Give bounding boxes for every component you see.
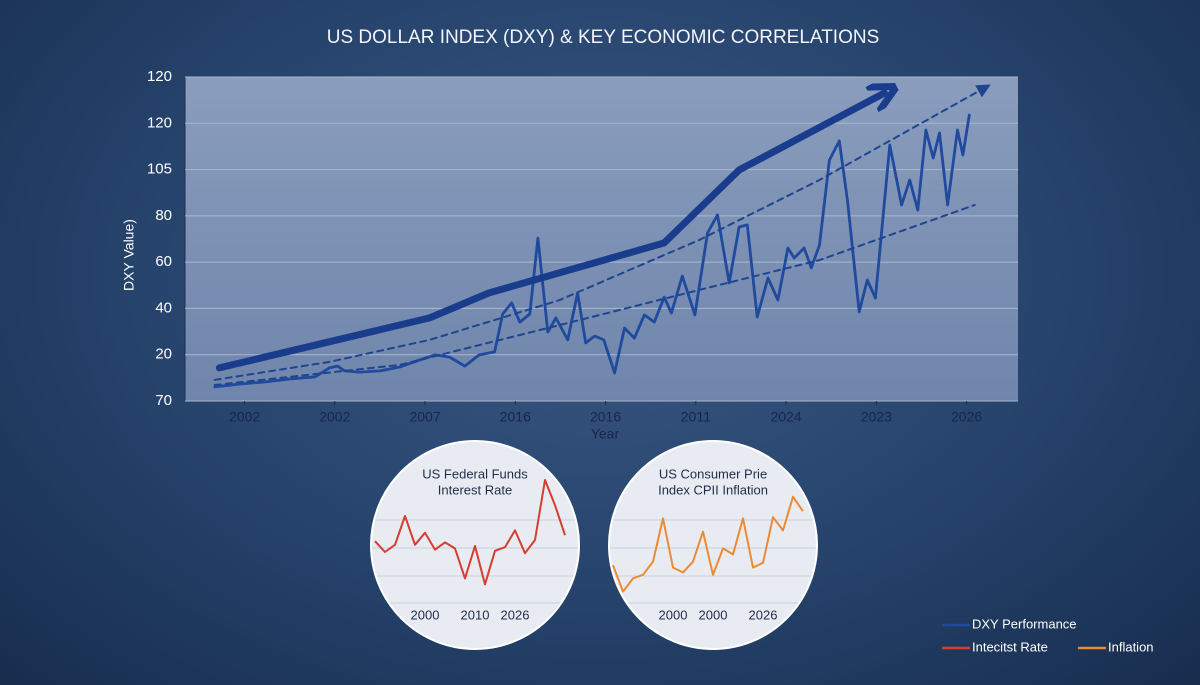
y-tick-label: 105 <box>147 161 172 178</box>
x-tick-label: 2000 <box>411 607 440 622</box>
series-line <box>215 93 884 372</box>
x-tick-label: 2002 <box>229 409 260 425</box>
x-tick-label: 2016 <box>500 409 531 425</box>
chart-title: US DOLLAR INDEX (DXY) & KEY ECONOMIC COR… <box>327 27 880 48</box>
series-line <box>374 479 566 586</box>
x-tick-label: 2007 <box>409 409 440 425</box>
x-tick-label: 2024 <box>770 409 801 425</box>
x-tick-label: 2026 <box>501 607 530 622</box>
series-line <box>612 495 804 593</box>
inset-title: US Federal Funds <box>422 466 528 481</box>
inset-title: US Consumer Prie <box>659 466 767 481</box>
y-tick-label: 120 <box>147 114 172 131</box>
legend-label: Inflation <box>1108 639 1154 654</box>
legend-label: Intecitst Rate <box>972 639 1048 654</box>
inset-circle <box>608 440 818 650</box>
y-tick-label: 20 <box>155 346 172 363</box>
x-tick-label: 2000 <box>659 607 688 622</box>
x-tick-label: 2023 <box>861 409 892 425</box>
inset-title: Index CPII Inflation <box>658 482 768 497</box>
x-tick-label: 2011 <box>681 409 711 425</box>
y-tick-label: 120 <box>147 68 172 85</box>
y-tick-label: 80 <box>155 207 172 224</box>
x-tick-label: 2026 <box>749 607 778 622</box>
x-tick-label: 2000 <box>699 607 728 622</box>
x-tick-label: 2002 <box>319 409 350 425</box>
x-tick-label: 2026 <box>951 409 982 425</box>
x-tick-label: 2016 <box>590 409 621 425</box>
y-tick-label: 60 <box>155 253 172 270</box>
series-line <box>213 84 991 381</box>
legend-label: DXY Performance <box>972 616 1077 631</box>
y-tick-label: 40 <box>155 299 172 316</box>
series-line <box>213 204 976 386</box>
x-axis-label: Year <box>591 426 620 442</box>
plot-area <box>185 77 1018 401</box>
y-tick-label: 70 <box>155 392 172 409</box>
inset-title: Interest Rate <box>438 482 512 497</box>
x-tick-label: 2010 <box>461 607 490 622</box>
y-axis-label: DXY Value) <box>121 219 137 291</box>
inset-decor <box>372 519 816 604</box>
